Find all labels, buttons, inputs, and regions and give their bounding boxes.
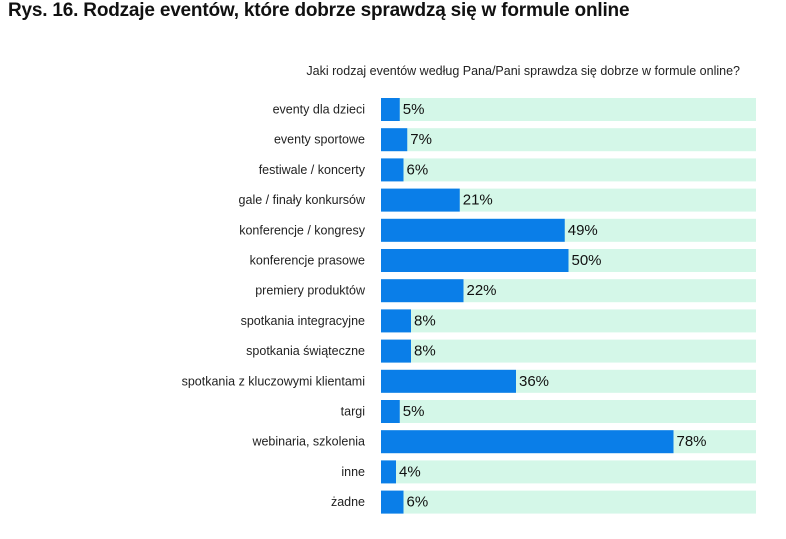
- bar-14: [381, 490, 404, 514]
- bar-13: [381, 460, 396, 484]
- bar-9: [381, 339, 411, 363]
- bar-12: [381, 430, 674, 454]
- bar-track: [381, 400, 756, 423]
- value-label-layer: 5% 7% 6% 21% 49% 50% 22% 8% 8% 36% 5% 78% 4% 6%: [399, 101, 707, 511]
- bar-7: [381, 279, 464, 303]
- category-label: gale / finały konkursów: [239, 193, 366, 207]
- category-label-layer: eventy dla dzieci eventy sportowe festiwal…: [182, 103, 366, 510]
- value-label: 7%: [410, 131, 432, 148]
- bar-3: [381, 158, 404, 182]
- chart-question: Jaki rodzaj eventów według Pana/Pani spr…: [306, 64, 740, 78]
- value-label: 22%: [467, 282, 497, 299]
- category-label: spotkania integracyjne: [241, 314, 365, 328]
- bar-track: [381, 309, 756, 333]
- value-label: 50%: [572, 252, 602, 269]
- bar-1: [381, 98, 400, 121]
- bar-6: [381, 249, 569, 272]
- bar-layer: [381, 98, 674, 514]
- bar-track: [381, 128, 756, 152]
- bar-10: [381, 369, 516, 393]
- value-label: 8%: [414, 312, 436, 329]
- value-label: 4%: [399, 463, 421, 480]
- bar-track: [381, 188, 756, 212]
- category-label: spotkania z kluczowymi klientami: [182, 374, 365, 388]
- bar-track: [381, 279, 756, 303]
- value-label: 49%: [568, 222, 598, 239]
- bar-5: [381, 218, 565, 242]
- figure-title: Rys. 16. Rodzaje eventów, które dobrze s…: [8, 0, 630, 21]
- value-label: 78%: [677, 433, 707, 450]
- value-label: 36%: [519, 373, 549, 390]
- bar-track: [381, 158, 756, 182]
- bar-2: [381, 128, 408, 152]
- category-label: spotkania świąteczne: [246, 344, 365, 358]
- bar-4: [381, 188, 460, 212]
- bar-8: [381, 309, 411, 333]
- value-label: 6%: [407, 494, 429, 511]
- value-label: 5%: [403, 403, 425, 420]
- bar-11: [381, 400, 400, 423]
- category-label: eventy sportowe: [274, 133, 365, 147]
- category-label: targi: [341, 405, 365, 419]
- category-label: festiwale / koncerty: [259, 163, 366, 177]
- value-label: 6%: [407, 161, 429, 178]
- category-label: premiery produktów: [255, 284, 366, 298]
- category-label: konferencje / kongresy: [239, 223, 366, 237]
- value-label: 5%: [403, 101, 425, 118]
- category-label: żadne: [331, 495, 365, 509]
- category-label: inne: [341, 465, 365, 479]
- category-label: eventy dla dzieci: [273, 103, 365, 117]
- value-label: 8%: [414, 343, 436, 360]
- bar-track: [381, 490, 756, 514]
- bar-track: [381, 460, 756, 484]
- bar-track: [381, 339, 756, 363]
- bar-track: [381, 98, 756, 121]
- value-label: 21%: [463, 192, 493, 209]
- category-label: konferencje prasowe: [250, 254, 365, 268]
- category-label: webinaria, szkolenia: [251, 435, 365, 449]
